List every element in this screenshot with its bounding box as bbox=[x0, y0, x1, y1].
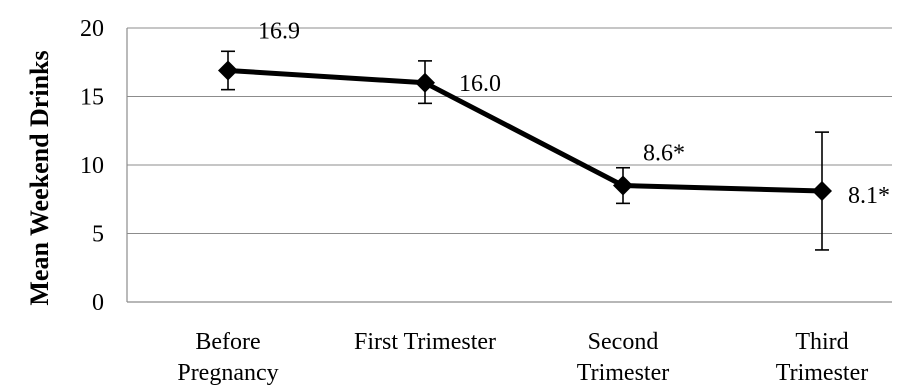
gridlines bbox=[127, 27, 892, 234]
data-label: 8.6* bbox=[643, 141, 685, 167]
y-tick-label: 10 bbox=[80, 153, 104, 179]
data-point-marker bbox=[218, 60, 238, 81]
category-label-line: Before bbox=[195, 329, 260, 355]
series-layer bbox=[227, 67, 823, 194]
category-label-line: Second bbox=[588, 329, 659, 355]
category-label-line: Pregnancy bbox=[177, 360, 278, 386]
category-label-line: Trimester bbox=[776, 360, 868, 386]
data-label: 8.1* bbox=[848, 183, 890, 209]
category-label-line: Third bbox=[795, 329, 848, 355]
y-tick-label: 20 bbox=[80, 16, 104, 42]
data-point-marker bbox=[415, 72, 435, 93]
category-label: Second Trimester bbox=[577, 329, 669, 386]
y-axis-label: Mean Weekend Drinks bbox=[25, 50, 54, 305]
series-line bbox=[227, 67, 823, 194]
data-label: 16.0 bbox=[459, 71, 501, 97]
error-bars bbox=[221, 50, 829, 251]
data-label: 16.9 bbox=[258, 18, 300, 44]
category-labels: Before Pregnancy First Trimester Second Trim… bbox=[177, 329, 868, 386]
markers bbox=[218, 60, 832, 202]
axes bbox=[126, 28, 892, 303]
y-tick-label: 5 bbox=[92, 222, 104, 248]
category-label: Third Trimester bbox=[776, 329, 868, 386]
category-label-line: Trimester bbox=[577, 360, 669, 386]
y-tick-label: 15 bbox=[80, 85, 104, 111]
data-labels: 16.9 16.0 8.6* 8.1* bbox=[258, 18, 890, 209]
category-label: First Trimester bbox=[354, 329, 496, 355]
data-point-marker bbox=[613, 175, 633, 196]
y-tick-labels: 0 5 10 15 20 bbox=[80, 16, 104, 316]
data-point-marker bbox=[812, 181, 832, 202]
category-label: Before Pregnancy bbox=[177, 329, 278, 386]
y-tick-label: 0 bbox=[92, 290, 104, 316]
category-label-line: First Trimester bbox=[354, 329, 496, 355]
